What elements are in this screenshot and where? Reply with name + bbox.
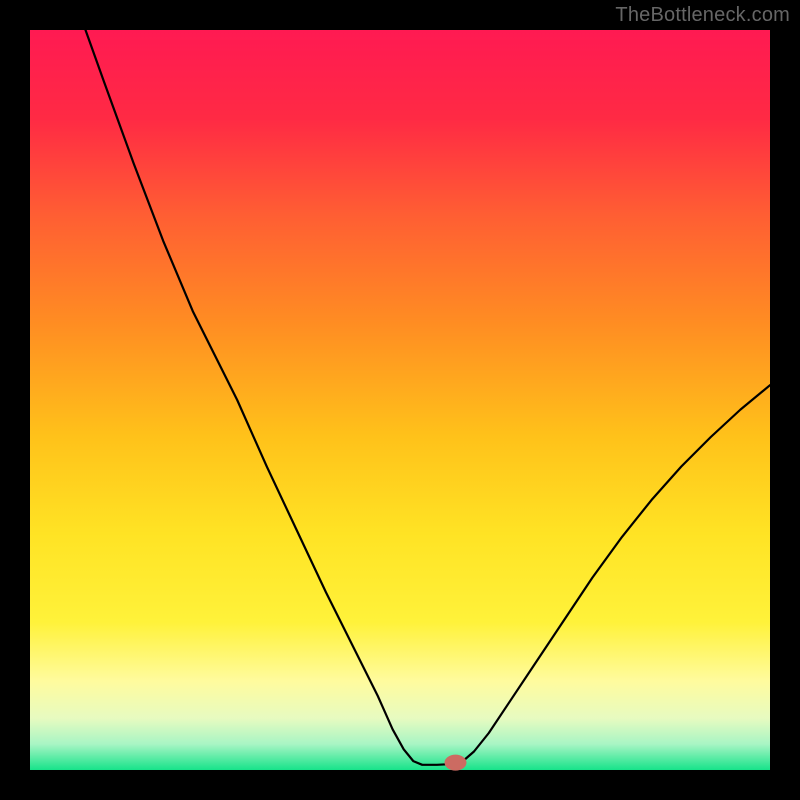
watermark-text: TheBottleneck.com: [615, 4, 790, 27]
bottleneck-chart: TheBottleneck.com: [0, 0, 800, 800]
plot-area: [30, 30, 770, 770]
optimal-marker: [445, 755, 467, 771]
chart-svg: [0, 0, 800, 800]
